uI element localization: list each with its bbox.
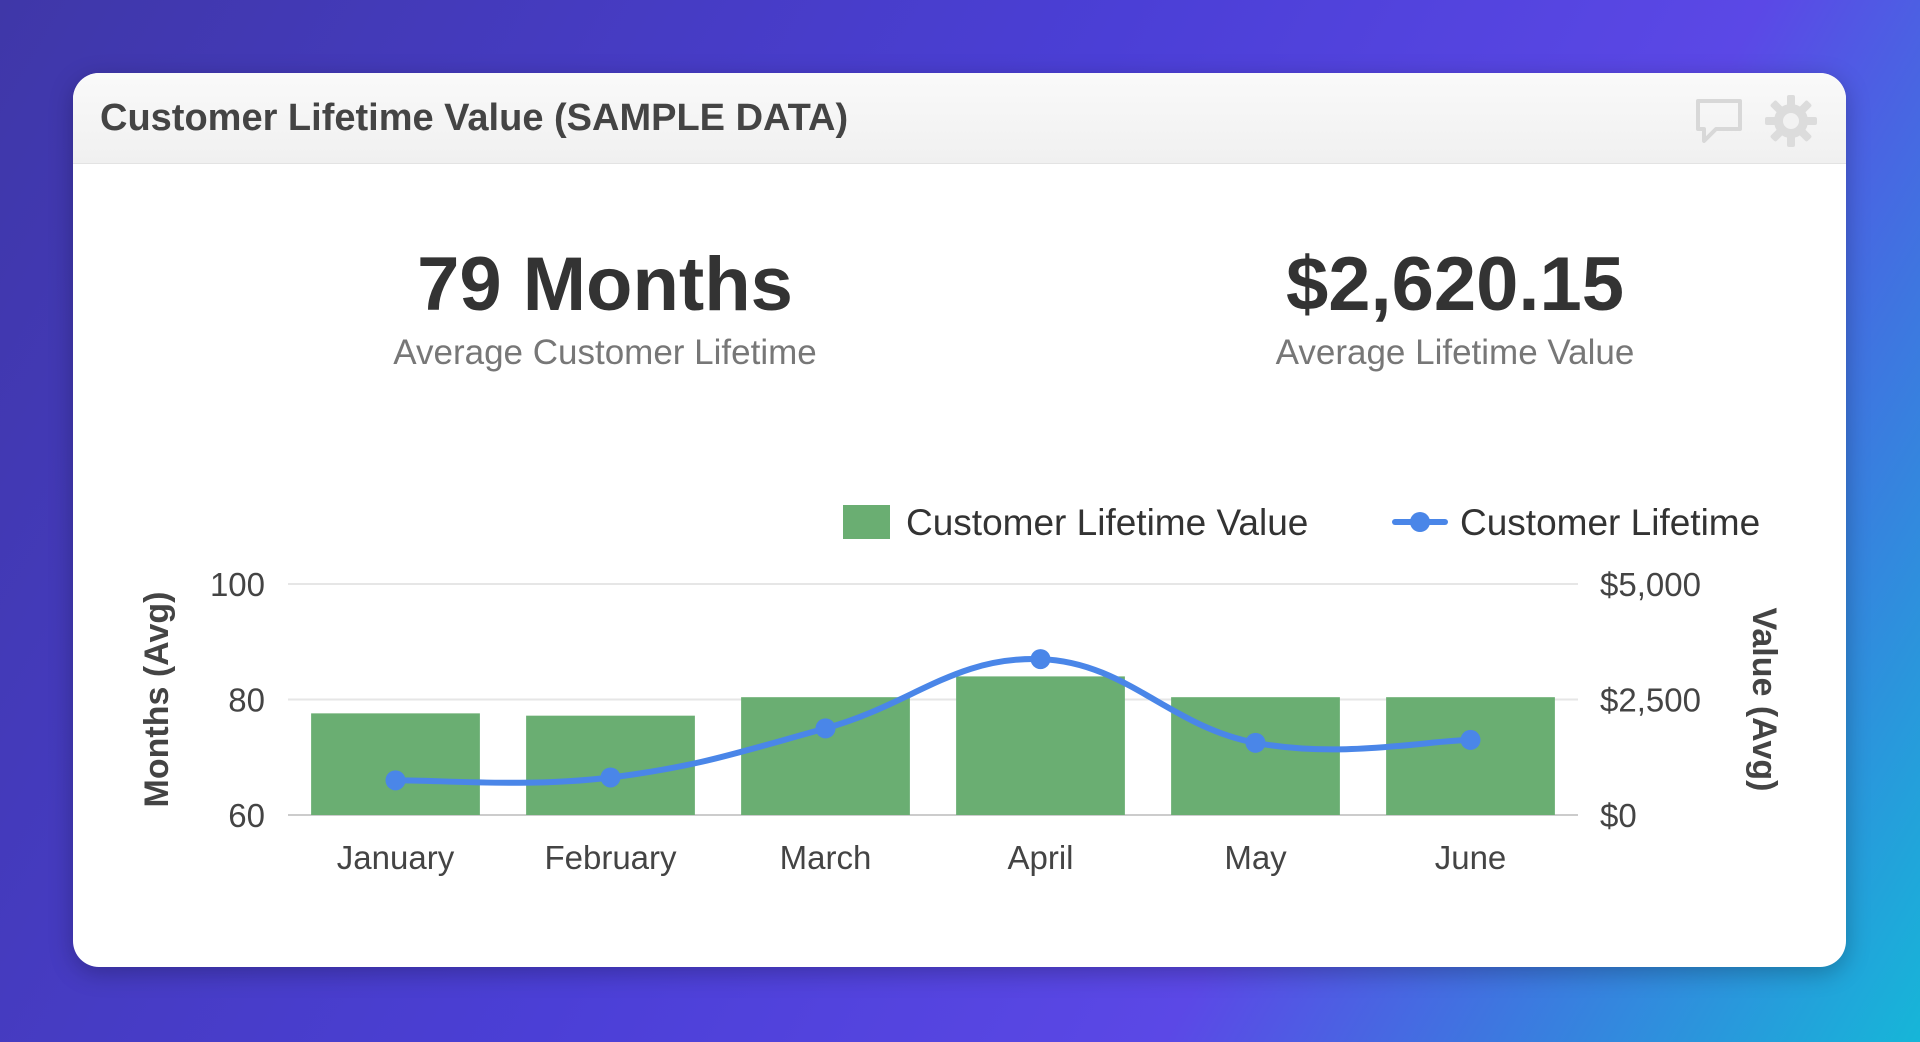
series-line	[392, 656, 1474, 786]
line-point	[1030, 649, 1051, 670]
category-label: January	[337, 839, 455, 876]
right-axis-title: Value (Avg)	[1745, 608, 1783, 792]
kpi-label: Average Customer Lifetime	[393, 332, 817, 372]
bar	[1171, 697, 1340, 815]
category-label: June	[1435, 839, 1507, 876]
kpi-value: 79 Months	[417, 242, 793, 327]
left-axis-title: Months (Avg)	[138, 592, 176, 808]
legend-swatch-bar	[843, 505, 890, 539]
bar	[311, 713, 480, 815]
line-point	[1460, 729, 1481, 750]
category-label: May	[1224, 839, 1287, 876]
bar	[1386, 697, 1555, 815]
gear-icon[interactable]	[1763, 93, 1819, 149]
line-point	[385, 770, 406, 791]
widget-header: Customer Lifetime Value (SAMPLE DATA)	[73, 73, 1846, 164]
kpi-average-value: $2,620.15 Average Lifetime Value	[1105, 243, 1805, 373]
legend-label: Customer Lifetime	[1460, 502, 1760, 543]
widget-card: Customer Lifetime Value (SAMPLE DATA) 79…	[73, 73, 1846, 967]
right-tick-label: $0	[1600, 797, 1637, 834]
widget-title: Customer Lifetime Value (SAMPLE DATA)	[100, 97, 849, 139]
left-tick-label: 100	[210, 566, 265, 603]
kpi-label: Average Lifetime Value	[1275, 332, 1635, 372]
bar	[956, 676, 1125, 815]
right-tick-label: $5,000	[1600, 566, 1701, 603]
category-label: March	[780, 839, 872, 876]
right-tick-label: $2,500	[1600, 682, 1701, 719]
bar	[526, 715, 695, 815]
bar	[741, 697, 910, 815]
category-label: April	[1007, 839, 1073, 876]
left-tick-label: 80	[228, 682, 265, 719]
line-point	[600, 767, 621, 788]
legend-swatch-point	[1410, 512, 1430, 532]
kpi-average-lifetime: 79 Months Average Customer Lifetime	[255, 243, 955, 373]
category-label: February	[544, 839, 677, 876]
combo-chart: 60 80 100 $0 $2,500 $5,000 Months (Avg) Value (…	[138, 502, 1783, 876]
line-point	[1245, 732, 1266, 753]
line-point	[815, 718, 836, 739]
comment-icon[interactable]	[1690, 93, 1748, 147]
left-tick-label: 60	[228, 797, 265, 834]
legend-label: Customer Lifetime Value	[906, 502, 1308, 543]
kpi-value: $2,620.15	[1285, 242, 1625, 327]
